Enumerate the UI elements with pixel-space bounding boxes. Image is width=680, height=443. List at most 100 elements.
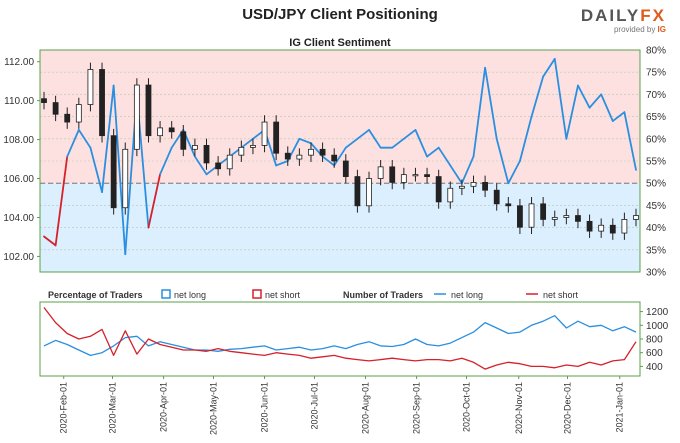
price-candle-body [609,224,616,234]
legend-count-long-label: net long [451,290,483,300]
sentiment-line-segment [460,155,475,185]
price-candle-body [110,135,117,209]
y-right-tick-label: 75% [646,68,666,79]
sentiment-line-segment [368,129,382,149]
sentiment-line-segment [426,146,440,158]
sentiment-line-segment [391,137,405,149]
dailyfx-logo: DAILYFX provided by IG [581,6,666,34]
sub-y-tick-label: 600 [646,348,663,359]
sentiment-line-segment [275,160,289,167]
sentiment-line-segment [484,66,498,140]
sentiment-line-segment [321,155,336,167]
price-candle-body [331,154,338,162]
sentiment-line-segment [437,146,452,167]
chart-title: USD/JPY Client Positioning [242,6,438,23]
price-candle-body [308,148,314,156]
price-candle-body [41,98,47,103]
x-tick-label: 2020-Feb-01 [59,382,69,434]
price-candle-body [87,69,94,105]
sub-y-tick-label: 1000 [646,321,669,332]
price-candle-body [296,154,303,160]
y-left-tick-label: 106.00 [3,174,34,185]
legend-pct-label: Percentage of Traders [48,290,143,300]
sentiment-line-segment [77,129,92,149]
y-right-tick-label: 40% [646,223,666,234]
logo-sub-text: provided by [613,25,656,34]
price-candle-body [517,205,523,228]
sentiment-line-segment [530,75,545,118]
price-candle-body [99,69,105,137]
sentiment-line-segment [43,235,57,247]
ig-logo-text: IG [657,25,666,34]
price-candle-body [575,215,581,222]
y-right-tick-label: 80% [646,46,666,57]
sentiment-line-segment [112,84,127,256]
sentiment-line-segment [147,173,161,229]
price-candle-body [180,131,187,150]
price-candle-body [633,215,639,220]
y-left-tick-label: 104.00 [3,213,34,224]
y-right-tick-label: 35% [646,245,666,256]
price-candle-body [226,154,233,170]
sentiment-line-segment [54,155,69,247]
price-candle-body [273,121,280,154]
price-candle-body [551,217,558,220]
y-right-tick-label: 70% [646,90,666,101]
price-candle-body [377,166,384,179]
price-candle-body [470,182,477,187]
price-candle-body [342,160,349,177]
price-candle-body [435,176,442,203]
price-candle-body [366,178,372,207]
sentiment-line-segment [623,111,637,171]
price-candle-body [412,174,419,177]
price-candle-body [621,219,628,234]
price-candle-body [215,162,222,170]
net-long-count-line [43,315,637,357]
price-candle-body [482,182,488,191]
price-candle-body [540,203,547,220]
y-right-tick-label: 45% [646,201,666,212]
y-right-tick-label: 30% [646,268,666,279]
sentiment-line-segment [542,57,556,78]
y-left-tick-label: 110.00 [4,96,34,107]
sentiment-line-segment [333,146,347,167]
price-candle-body [168,127,175,133]
x-tick-label: 2021-Jan-01 [615,382,625,433]
y-right-tick-label: 60% [646,134,666,145]
price-candle-body [400,174,407,183]
price-candle-body [528,203,535,228]
sentiment-line-segment [356,129,370,140]
sentiment-line-segment [344,137,359,149]
price-candle-body [389,166,396,183]
price-candle-body [192,145,198,150]
x-tick-label: 2020-Aug-01 [361,382,371,434]
sentiment-line-segment [240,137,254,149]
y-right-tick-label: 65% [646,112,666,123]
x-tick-label: 2020-Oct-01 [462,382,472,432]
price-candle-body [261,121,268,146]
sentiment-line-segment [298,137,312,145]
price-candle-body [284,152,291,160]
price-candle-body [122,148,129,209]
legend-pct-long-swatch [161,289,171,299]
sentiment-line-segment [495,137,510,185]
sentiment-line-segment [66,129,80,158]
price-candle-body [250,145,256,148]
sentiment-subtitle: IG Client Sentiment [289,37,391,49]
sub-y-tick-label: 800 [646,335,663,346]
main-plot-frame [39,49,641,273]
sub-y-tick-label: 1200 [646,307,669,318]
x-tick-label: 2020-Mar-01 [107,382,117,434]
sentiment-line-segment [577,84,591,109]
legend-count-short-label: net short [543,290,579,300]
sentiment-line-segment [565,84,579,140]
price-candle-body [586,220,593,232]
price-candle-body [505,203,512,207]
price-candle-body [354,176,361,207]
sentiment-line-segment [194,155,208,176]
sentiment-line-segment [89,146,103,193]
sub-y-tick-label: 400 [646,362,663,373]
logo-accent-text: FX [640,6,666,25]
sentiment-line-segment [402,129,417,140]
price-candle-body [64,113,71,123]
